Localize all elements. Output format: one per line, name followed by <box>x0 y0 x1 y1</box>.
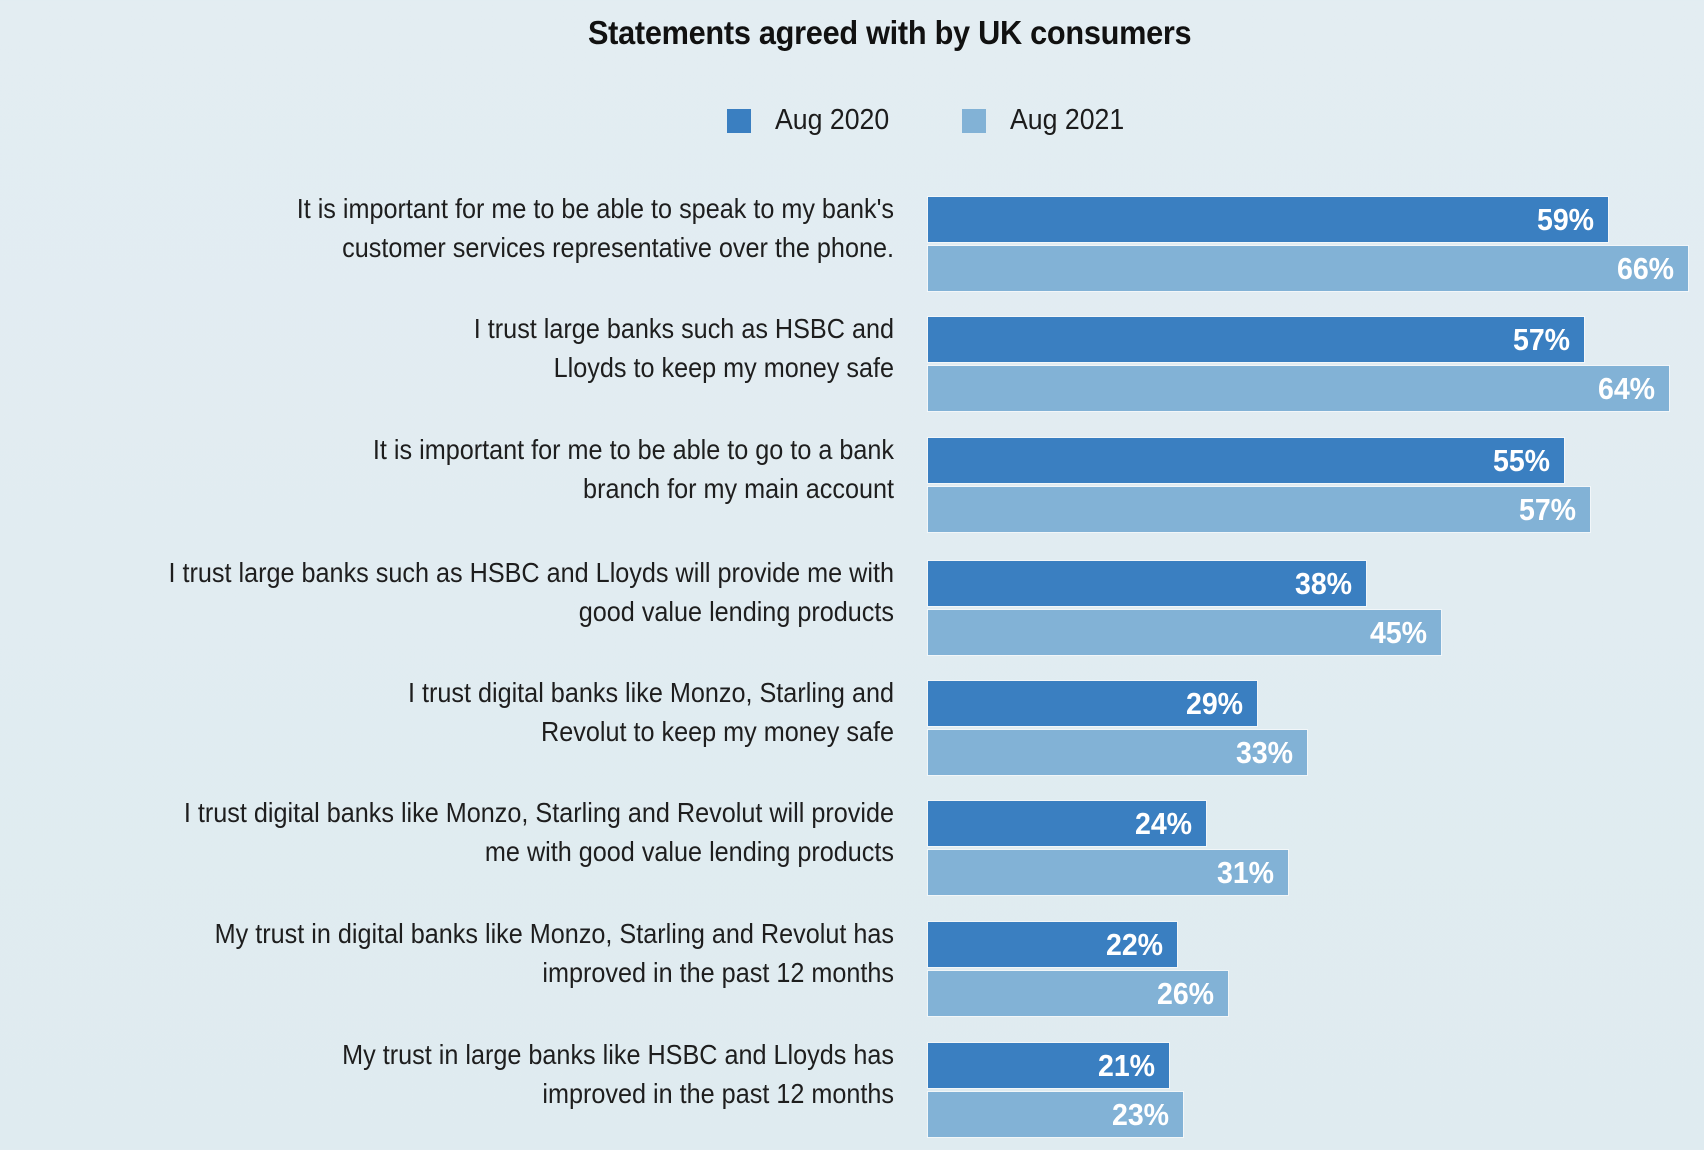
legend-swatch-aug-2021 <box>962 108 986 133</box>
category-label-line: branch for my main account <box>583 473 894 504</box>
category-label-line: Lloyds to keep my money safe <box>553 352 894 383</box>
bar-value-label: 57% <box>1518 492 1576 527</box>
bar-aug-2020: 21% <box>928 1043 1169 1088</box>
category-label-line: customer services representative over th… <box>342 232 894 263</box>
legend-item-aug-2021: Aug 2021 <box>962 104 1134 137</box>
bar-aug-2021: 64% <box>928 366 1669 411</box>
bar-aug-2021: 31% <box>928 850 1288 895</box>
bar-value-label: 45% <box>1369 615 1427 650</box>
category-label: My trust in digital banks like Monzo, St… <box>0 914 894 992</box>
bar-group: It is important for me to be able to go … <box>0 434 1704 533</box>
bar-aug-2021: 23% <box>928 1092 1183 1137</box>
category-label-line: I trust large banks such as HSBC and <box>473 313 894 344</box>
bar-group: I trust large banks such as HSBC and Llo… <box>0 557 1704 656</box>
bar-group: It is important for me to be able to spe… <box>0 193 1704 292</box>
bar-group: My trust in digital banks like Monzo, St… <box>0 918 1704 1017</box>
category-label-line: I trust large banks such as HSBC and Llo… <box>168 557 894 588</box>
bar-aug-2021: 57% <box>928 487 1590 532</box>
bar-aug-2021: 26% <box>928 971 1228 1016</box>
bar-value-label: 21% <box>1097 1048 1155 1083</box>
bar-value-label: 29% <box>1185 686 1243 721</box>
category-label: I trust digital banks like Monzo, Starli… <box>0 673 894 751</box>
legend-label-aug-2020: Aug 2020 <box>775 104 890 136</box>
chart-title: Statements agreed with by UK consumers <box>587 14 1192 51</box>
bar-aug-2020: 24% <box>928 801 1206 846</box>
category-label-line: improved in the past 12 months <box>542 957 894 988</box>
bar-value-label: 24% <box>1134 806 1192 841</box>
category-label-line: It is important for me to be able to spe… <box>296 193 894 224</box>
bar-value-label: 23% <box>1111 1097 1169 1132</box>
category-label: I trust large banks such as HSBC and Llo… <box>0 553 894 631</box>
category-label-line: Revolut to keep my money safe <box>541 716 894 747</box>
category-label-line: I trust digital banks like Monzo, Starli… <box>407 677 894 708</box>
category-label-line: I trust digital banks like Monzo, Starli… <box>183 797 895 828</box>
category-label: It is important for me to be able to spe… <box>0 189 894 267</box>
bar-value-label: 57% <box>1512 322 1570 357</box>
bar-value-label: 31% <box>1216 855 1274 890</box>
category-label-line: me with good value lending products <box>484 836 894 867</box>
bar-group: I trust digital banks like Monzo, Starli… <box>0 677 1704 776</box>
category-label-line: improved in the past 12 months <box>542 1078 894 1109</box>
bar-aug-2021: 66% <box>928 246 1688 291</box>
category-label-line: My trust in large banks like HSBC and Ll… <box>342 1039 895 1070</box>
legend-swatch-aug-2020 <box>727 108 751 133</box>
category-label: I trust large banks such as HSBC and Lloy… <box>0 309 894 387</box>
category-label-line: It is important for me to be able to go … <box>372 434 894 465</box>
bar-aug-2020: 59% <box>928 197 1608 242</box>
bar-value-label: 55% <box>1492 443 1550 478</box>
bar-aug-2020: 38% <box>928 561 1366 606</box>
bar-group: I trust large banks such as HSBC and Lloy… <box>0 313 1704 412</box>
bar-aug-2021: 33% <box>928 730 1307 775</box>
bar-value-label: 26% <box>1156 976 1214 1011</box>
bar-value-label: 22% <box>1105 927 1163 962</box>
category-label: I trust digital banks like Monzo, Starli… <box>0 793 894 871</box>
bar-value-label: 38% <box>1294 566 1352 601</box>
bar-aug-2020: 55% <box>928 438 1564 483</box>
bar-value-label: 59% <box>1536 202 1594 237</box>
bar-aug-2020: 22% <box>928 922 1177 967</box>
category-label: My trust in large banks like HSBC and Ll… <box>0 1035 894 1113</box>
bar-value-label: 64% <box>1597 371 1655 406</box>
bar-group: My trust in large banks like HSBC and Ll… <box>0 1039 1704 1138</box>
bar-aug-2021: 45% <box>928 610 1441 655</box>
bar-group: I trust digital banks like Monzo, Starli… <box>0 797 1704 896</box>
legend-label-aug-2021: Aug 2021 <box>1010 104 1125 136</box>
bar-value-label: 33% <box>1235 735 1293 770</box>
category-label-line: good value lending products <box>578 596 894 627</box>
bar-value-label: 66% <box>1616 251 1674 286</box>
category-label: It is important for me to be able to go … <box>0 430 894 508</box>
legend-item-aug-2020: Aug 2020 <box>727 104 899 137</box>
bar-aug-2020: 29% <box>928 681 1257 726</box>
bar-aug-2020: 57% <box>928 317 1584 362</box>
category-label-line: My trust in digital banks like Monzo, St… <box>214 918 894 949</box>
